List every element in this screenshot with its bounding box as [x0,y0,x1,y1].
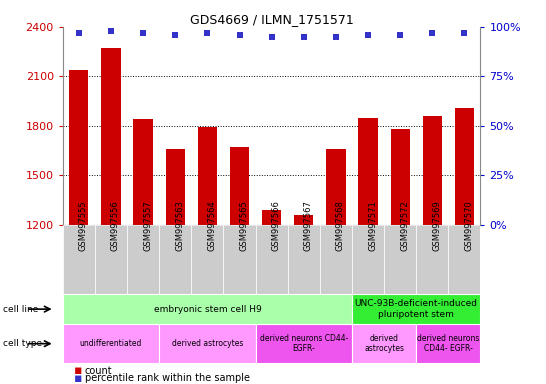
Bar [358,118,378,225]
Bar [288,225,320,294]
Text: derived astrocytes: derived astrocytes [171,339,243,348]
Bar [416,225,448,294]
Point [203,30,212,36]
Bar [423,116,442,225]
Text: percentile rank within the sample: percentile rank within the sample [85,373,250,383]
Bar [165,149,185,225]
Bar [256,324,352,363]
Bar [69,70,88,225]
Bar [63,294,352,324]
Point [428,30,437,36]
Bar [327,149,346,225]
Point [331,34,340,40]
Bar [294,215,313,225]
Point [74,30,83,36]
Bar [384,225,416,294]
Text: count: count [85,366,112,376]
Text: GSM997566: GSM997566 [272,200,281,252]
Bar [320,225,352,294]
Bar [416,324,480,363]
Text: ▪: ▪ [74,372,82,384]
Bar [262,210,281,225]
Title: GDS4669 / ILMN_1751571: GDS4669 / ILMN_1751571 [190,13,353,26]
Point [171,32,180,38]
Bar [352,324,416,363]
Bar [223,225,256,294]
Bar [63,225,95,294]
Text: GSM997563: GSM997563 [175,200,184,252]
Bar [63,324,159,363]
Point [299,34,308,40]
Text: GSM997567: GSM997567 [304,200,313,252]
Point [268,34,276,40]
Text: UNC-93B-deficient-induced
pluripotent stem: UNC-93B-deficient-induced pluripotent st… [355,300,478,319]
Bar [159,324,256,363]
Bar [390,129,410,225]
Text: derived neurons CD44-
EGFR-: derived neurons CD44- EGFR- [259,334,348,353]
Bar [230,147,249,225]
Bar [95,225,127,294]
Text: GSM997569: GSM997569 [432,201,441,252]
Bar [198,127,217,225]
Text: GSM997556: GSM997556 [111,201,120,252]
Bar [455,108,474,225]
Text: GSM997571: GSM997571 [368,201,377,252]
Text: GSM997555: GSM997555 [79,201,88,252]
Bar [159,225,191,294]
Bar [191,225,223,294]
Text: derived
astrocytes: derived astrocytes [364,334,404,353]
Text: GSM997564: GSM997564 [207,201,216,252]
Bar [448,225,480,294]
Point [460,30,469,36]
Point [106,28,115,34]
Text: GSM997557: GSM997557 [143,201,152,252]
Bar [256,225,288,294]
Text: cell type: cell type [3,339,42,348]
Bar [102,48,121,225]
Text: cell line: cell line [3,305,38,314]
Point [139,30,147,36]
Text: GSM997565: GSM997565 [240,201,248,252]
Text: GSM997572: GSM997572 [400,201,409,252]
Bar [127,225,159,294]
Point [396,32,405,38]
Point [364,32,372,38]
Text: undifferentiated: undifferentiated [80,339,142,348]
Point [235,32,244,38]
Text: embryonic stem cell H9: embryonic stem cell H9 [153,305,261,314]
Bar [133,119,153,225]
Bar [352,225,384,294]
Bar [352,294,480,324]
Text: derived neurons
CD44- EGFR-: derived neurons CD44- EGFR- [417,334,479,353]
Text: ▪: ▪ [74,364,82,377]
Text: GSM997568: GSM997568 [336,200,345,252]
Text: GSM997570: GSM997570 [465,201,473,252]
